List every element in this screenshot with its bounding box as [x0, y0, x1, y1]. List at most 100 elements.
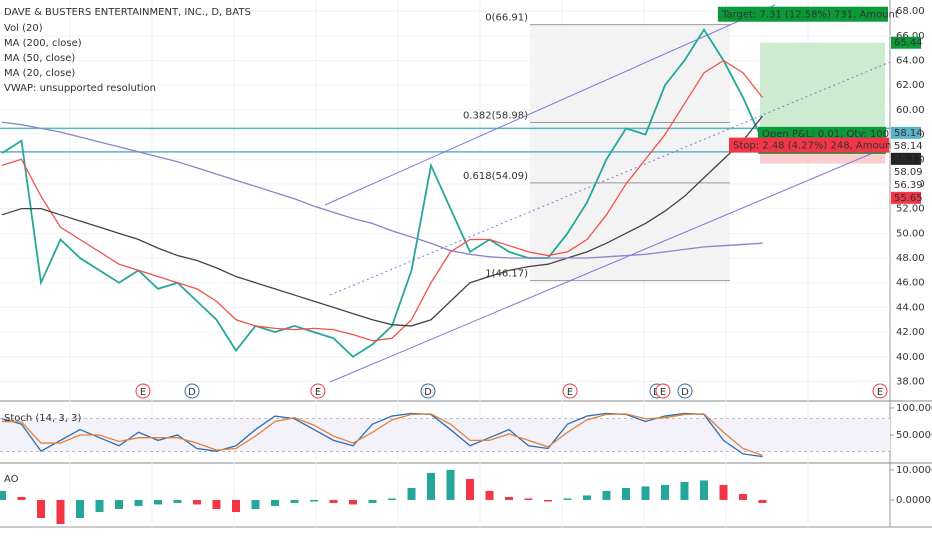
legend-entry: VWAP: unsupported resolution [4, 83, 156, 94]
pane-title: Stoch (14, 3, 3) [4, 413, 81, 424]
price-tag [891, 126, 921, 139]
pane-title: AO [4, 474, 19, 485]
ao-bar [524, 498, 533, 500]
price-tag-label: 58.14 [894, 128, 923, 139]
ao-bar [427, 472, 435, 500]
ao-bar [193, 499, 201, 505]
ao-bar [544, 499, 552, 502]
event-marker [420, 383, 436, 399]
price-tag [891, 165, 921, 178]
target-label: Target: 7.31 (12.58%) 731, Amount [721, 10, 899, 21]
ao-bar [290, 499, 299, 503]
event-marker [184, 383, 200, 399]
y-tick-label: 0.0000 [896, 495, 931, 506]
stop-label-bg [729, 137, 889, 153]
legend-entry: Vol (20) [4, 23, 43, 34]
legend-entry: MA (200, close) [4, 38, 82, 49]
band-fill [0, 418, 890, 452]
series-line [1, 115, 764, 327]
y-tick-label: 40.00 [896, 352, 925, 363]
price-tag-label: 55.65 [894, 193, 923, 204]
ao-bar [173, 499, 182, 503]
target-label-bg [718, 6, 888, 22]
ao-bar [154, 499, 162, 505]
y-tick-label: 60.00 [896, 105, 925, 116]
stop-label: Stop: 2.48 (4.27%) 248, Amount: [733, 141, 899, 152]
ao-bar [212, 499, 221, 509]
price-tag-label: 58.09 [894, 167, 923, 178]
event-marker [562, 383, 578, 399]
ao-bar [680, 481, 689, 500]
ao-bar [76, 499, 84, 518]
event-marker [872, 383, 888, 399]
pnl-label: Open P&L: 0.01, Qty: 100 [762, 129, 889, 140]
legend-entry: MA (50, close) [4, 53, 75, 64]
event-label: E [567, 387, 573, 398]
ao-bar [583, 495, 591, 500]
ao-bar [0, 490, 6, 500]
ao-bar [329, 499, 338, 503]
fib-label: 0.618(54.09) [463, 171, 528, 182]
ao-bar [407, 487, 416, 500]
channel-mid [329, 61, 891, 296]
event-marker [677, 383, 693, 399]
price-tag-label: 65.44 [894, 38, 923, 49]
fib-label: 0.382(58.98) [463, 110, 528, 121]
ao-bar [310, 499, 318, 502]
y-tick-label: 100.0000 [896, 403, 932, 414]
event-marker [135, 383, 151, 399]
y-tick-label: 62.00 [896, 80, 925, 91]
price-tag [891, 36, 921, 49]
ao-bar [134, 499, 143, 506]
ao-bar [739, 493, 747, 500]
ao-bar [349, 499, 357, 505]
y-tick-label: 48.00 [896, 253, 925, 264]
y-tick-label: 38.00 [896, 376, 925, 387]
ao-bar [485, 490, 494, 500]
y-tick-label: 10.0000 [896, 465, 932, 476]
ao-bar [232, 499, 240, 512]
ao-bar [388, 498, 396, 500]
ao-bar [641, 486, 650, 500]
ao-bar [56, 499, 65, 524]
fib-label: 0(66.91) [485, 13, 528, 24]
ao-bar [251, 499, 260, 509]
plot-layer: 0(66.91) 0.382(58.98) 0.618(54.09) 1(46.17)… [0, 0, 932, 527]
price-tag-label: 56.39 [894, 180, 923, 191]
ao-bar [602, 490, 611, 500]
price-tag [891, 191, 921, 204]
y-tick-label: 44.00 [896, 302, 925, 313]
series-line [1, 59, 764, 342]
y-tick-label: 52.00 [896, 204, 925, 215]
event-label: E [315, 387, 321, 398]
event-label: D [424, 387, 432, 398]
ao-bar [622, 487, 630, 500]
ao-bar [37, 499, 45, 518]
event-label: D [681, 387, 689, 398]
event-label: E [660, 387, 666, 398]
target-zone [760, 42, 885, 133]
price-tag [891, 152, 921, 165]
ao-bar [700, 480, 708, 500]
channel-line [324, 4, 776, 206]
y-tick-label: 46.00 [896, 278, 925, 289]
y-tick-label: 66.00 [896, 31, 925, 42]
fib-label: 1(46.17) [485, 269, 528, 280]
ao-bar [95, 499, 104, 512]
event-label: E [140, 387, 146, 398]
price-tag [891, 139, 921, 152]
ao-bar [368, 499, 377, 503]
series-line [1, 121, 763, 259]
ao-bar [563, 498, 572, 500]
y-tick-label: 68.00 [896, 6, 925, 17]
series-line [1, 413, 763, 457]
ao-bar [17, 496, 26, 500]
ao-bar [661, 484, 669, 500]
y-tick-label: 50.00 [896, 228, 925, 239]
ao-bar [115, 499, 123, 509]
event-label: D [188, 387, 196, 398]
ao-bar [505, 496, 513, 500]
channel-line [329, 149, 881, 383]
event-label: E [877, 387, 883, 398]
